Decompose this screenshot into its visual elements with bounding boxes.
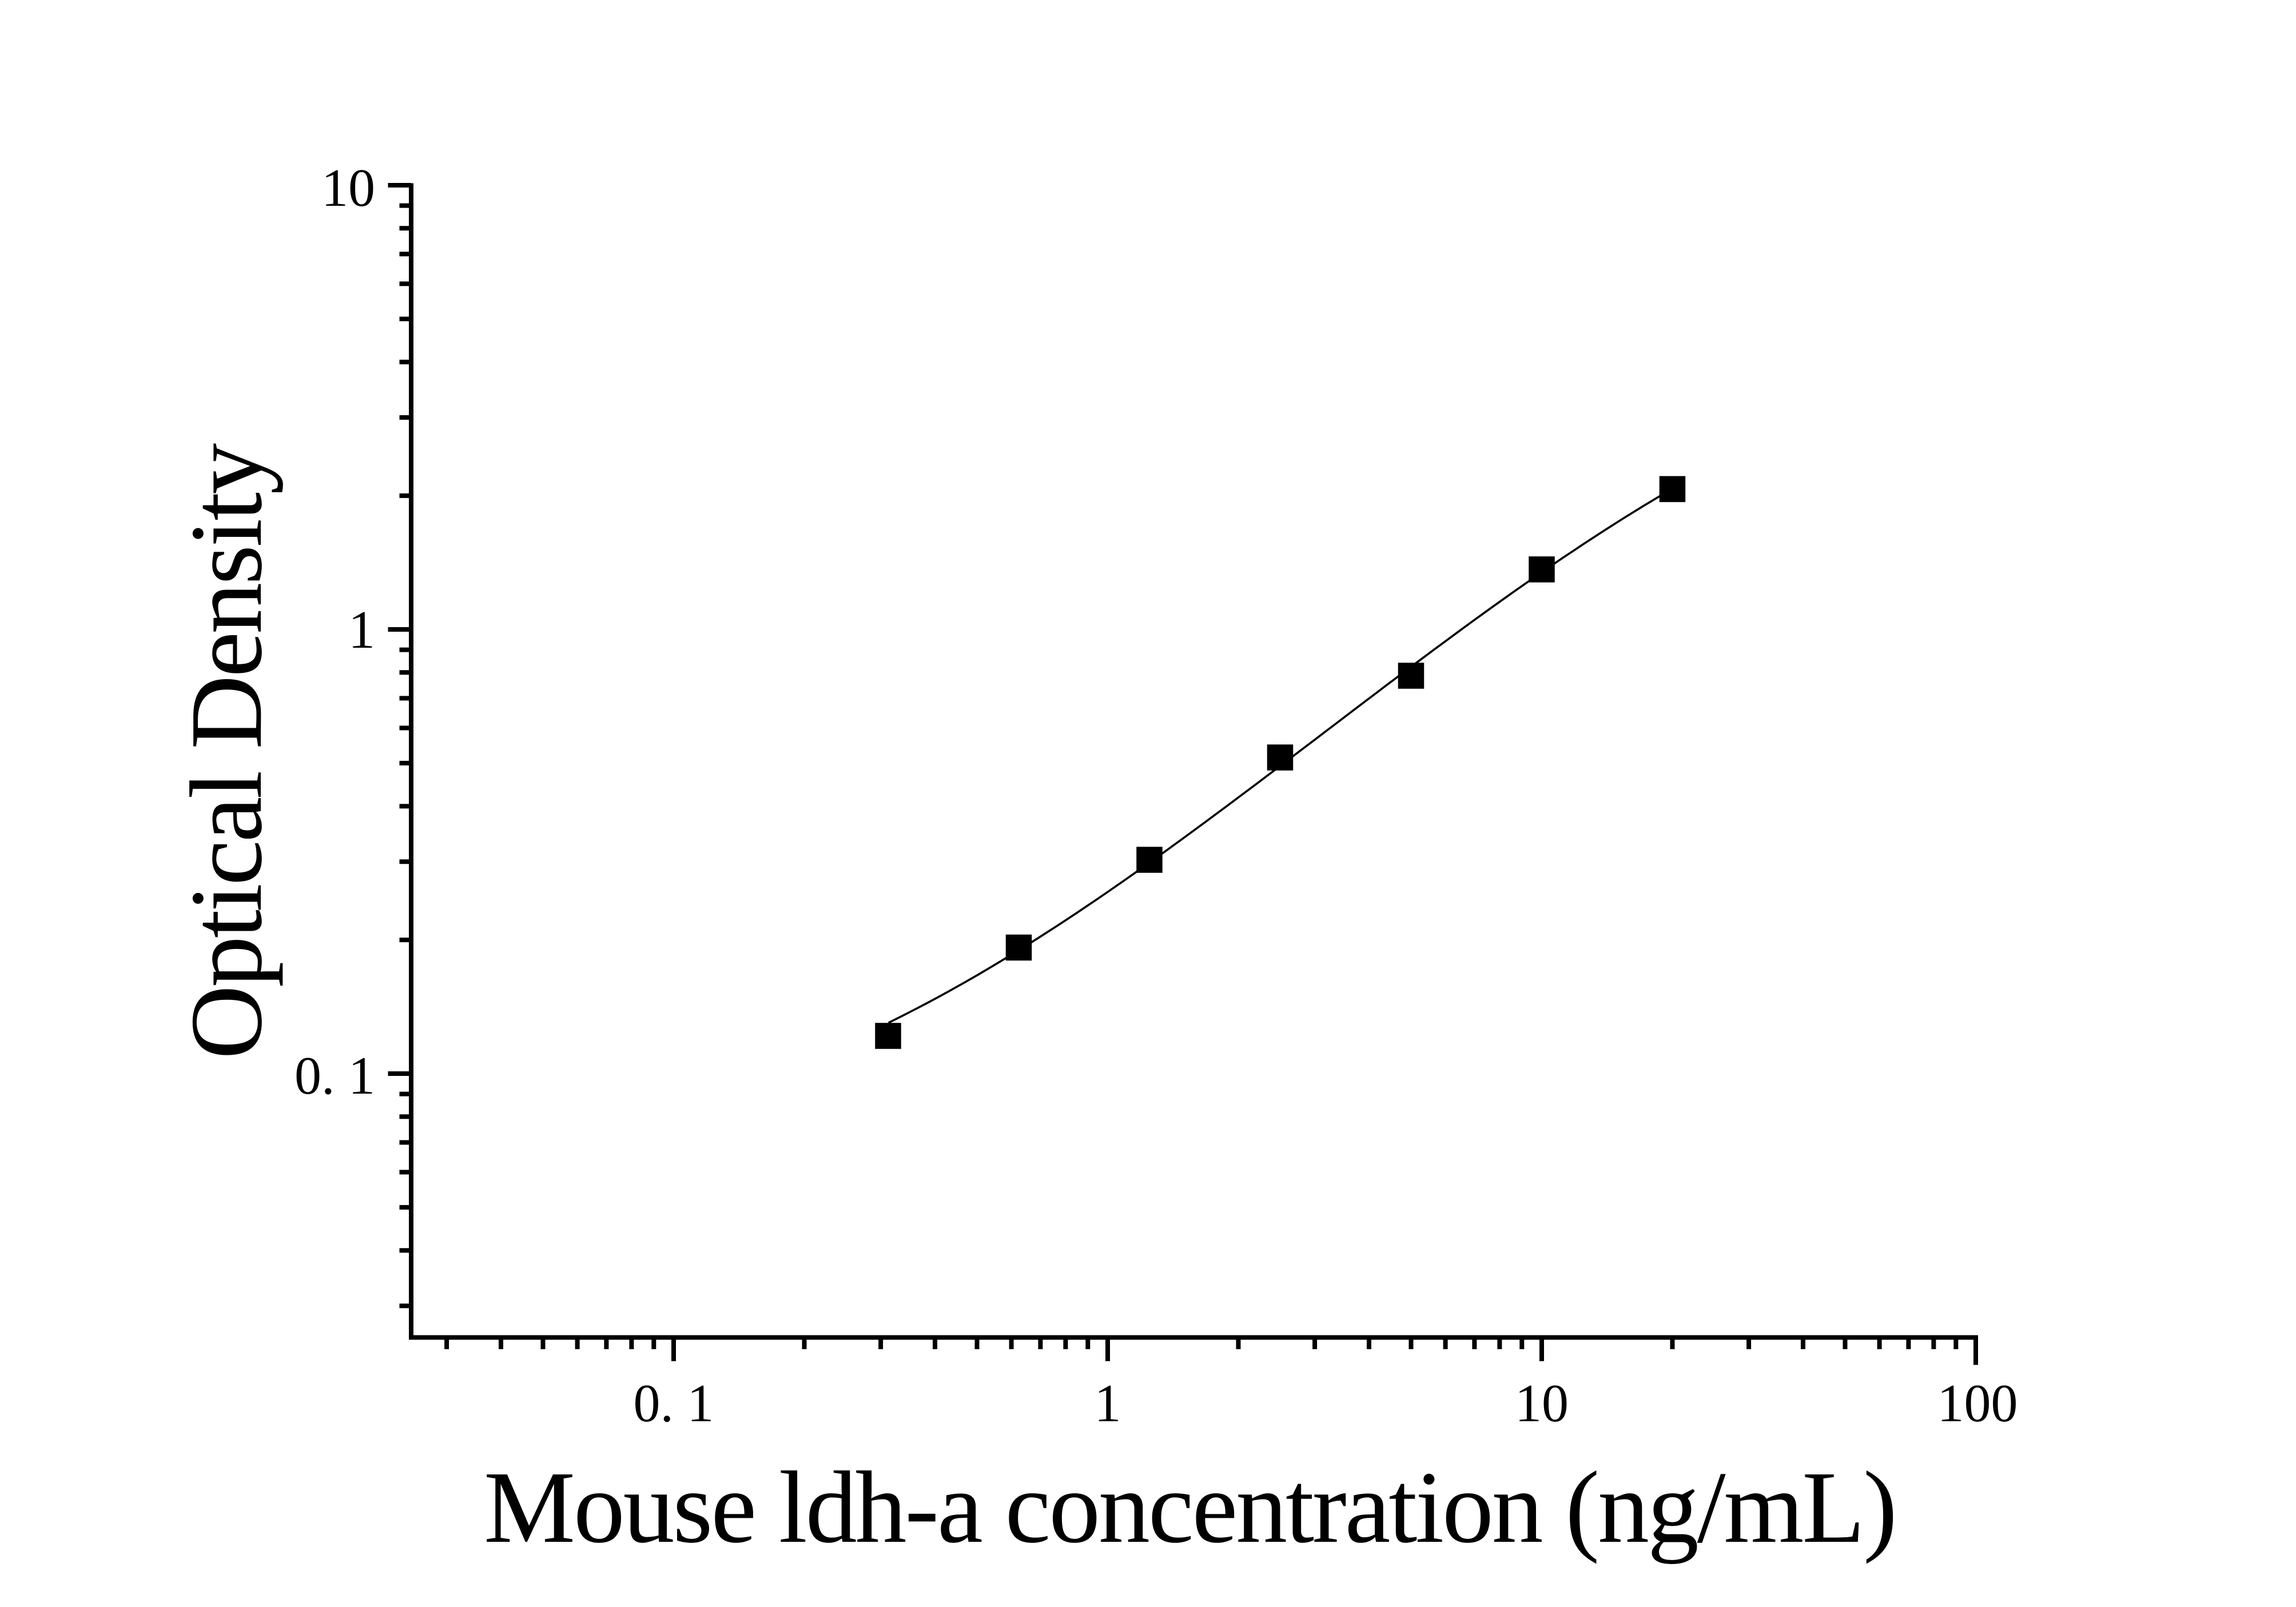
svg-text:10: 10 [321,158,375,218]
svg-text:10: 10 [1515,1374,1569,1433]
svg-text:Optical Density: Optical Density [169,443,283,1059]
svg-text:1: 1 [1095,1374,1121,1433]
svg-text:0. 1: 0. 1 [634,1374,714,1433]
svg-text:1: 1 [348,600,375,660]
svg-text:Mouse ldh-a concentration (ng/: Mouse ldh-a concentration (ng/mL) [484,1450,1897,1564]
svg-text:100: 100 [1937,1374,2018,1433]
svg-text:0. 1: 0. 1 [295,1046,375,1106]
